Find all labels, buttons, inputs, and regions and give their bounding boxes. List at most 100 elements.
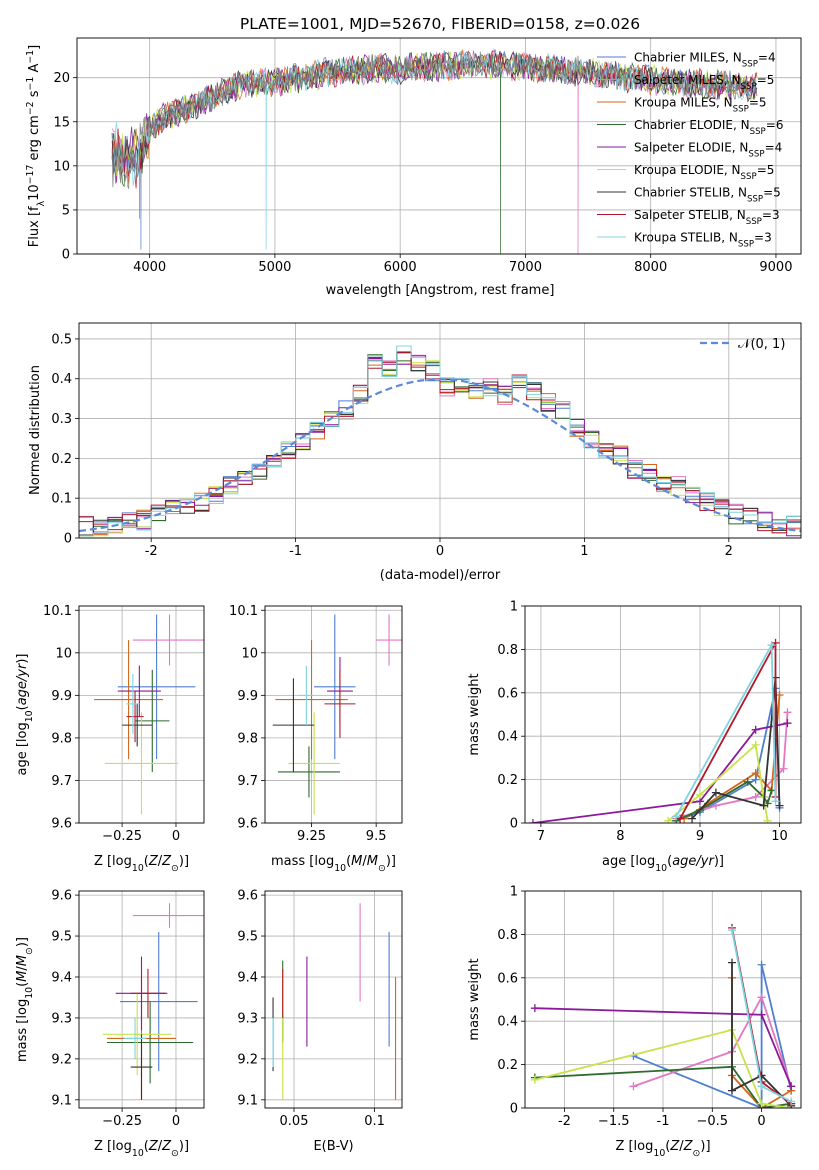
residual-panel: -2 -1 0 1 2 0 0.1 0.2 0.3 0.4 0.5 𝒩(0, 1) (data-mode… — [28, 322, 802, 583]
weight-line — [731, 962, 792, 1107]
weight-marker — [751, 740, 760, 749]
y-tick-label: 9.7 — [237, 774, 258, 789]
x-tick-label: 0.1 — [364, 1114, 385, 1129]
axes-frame — [264, 890, 403, 1109]
x-tick-label: −1.5 — [598, 1114, 630, 1129]
y-tick-label: 9.5 — [51, 930, 72, 945]
x-tick-label: -1 — [289, 544, 302, 559]
plot-area — [79, 345, 801, 537]
x-tick-label: 9.5 — [366, 829, 387, 844]
grid — [265, 891, 402, 1108]
y-tick-label: 0.4 — [497, 730, 518, 745]
y-tick-label: 0.2 — [497, 773, 518, 788]
x-tick-label: 10 — [771, 829, 788, 844]
x-axis-label: wavelength [Angstrom, rest frame] — [326, 283, 555, 298]
weight-marker — [688, 814, 697, 823]
y-tick-label: 9.1 — [51, 1093, 72, 1108]
weight-line — [667, 743, 769, 822]
y-tick-label: 1 — [510, 600, 518, 615]
x-tick-label: 9.25 — [297, 829, 326, 844]
y-tick-label: 9.7 — [51, 774, 72, 789]
y-tick-label: 9.9 — [51, 689, 72, 704]
x-axis-label: E(B-V) — [313, 1139, 353, 1154]
plot-area — [530, 923, 796, 1108]
weight-marker — [767, 641, 776, 650]
spectrum-legend: Chabrier MILES, NSSP=4 Salpeter MILES, NS… — [597, 51, 783, 250]
y-tick-label: 10 — [53, 159, 70, 174]
y-tick-label: 9.9 — [237, 689, 258, 704]
y-tick-label: 9.2 — [237, 1052, 258, 1067]
histogram-step-line — [79, 351, 801, 534]
y-tick-label: 9.3 — [51, 1011, 72, 1026]
age-vs-mass-panel: 9.25 9.5 9.6 9.7 9.8 9.9 10 10.1 mass [log10(M/M… — [229, 604, 403, 874]
weight-marker — [751, 792, 760, 801]
x-tick-label: 0 — [172, 829, 180, 844]
x-axis-label: mass [log10(M/M⊙)] — [271, 854, 396, 874]
model-spectrum-line — [111, 49, 758, 189]
weight-marker — [751, 725, 760, 734]
axes-frame — [524, 605, 802, 824]
x-tick-label: 6000 — [384, 260, 417, 275]
y-axis-label: mass [log10(M/M⊙)] — [15, 937, 35, 1062]
y-tick-label: 10 — [241, 646, 258, 661]
x-axis-label: age [log10(age/yr)] — [602, 854, 724, 874]
weight-marker — [728, 1086, 736, 1095]
weight-marker — [783, 719, 792, 728]
weight-marker — [763, 816, 772, 823]
age-vs-z-panel: −0.25 0 9.6 9.7 9.8 9.9 10 10.1 Z [log10(Z/Z⊙)] a… — [15, 604, 205, 874]
y-tick-label: 9.6 — [51, 889, 72, 904]
weight-line — [534, 1028, 792, 1108]
x-tick-label: 8 — [616, 829, 624, 844]
mass-vs-z-panel: −0.25 0 9.1 9.2 9.3 9.4 9.5 9.6 Z [log10(Z/Z⊙)] m… — [15, 889, 205, 1159]
weight-marker — [695, 790, 704, 799]
plot-area — [272, 903, 397, 1100]
weight-marker — [664, 816, 673, 823]
y-tick-label: 0.2 — [51, 452, 72, 467]
weight-marker — [771, 797, 780, 806]
y-tick-label: 0.6 — [497, 971, 518, 986]
weight-marker — [751, 769, 760, 778]
legend-label: Chabrier STELIB, NSSP=5 — [634, 186, 781, 205]
histogram-step-line — [79, 345, 801, 537]
weight-marker — [629, 1082, 638, 1091]
x-tick-label: 7000 — [509, 260, 542, 275]
weight-marker — [787, 1097, 796, 1106]
weight-marker — [743, 777, 752, 786]
axes-frame — [76, 37, 802, 255]
weight-marker — [779, 764, 788, 773]
plot-area — [102, 903, 204, 1100]
axes-frame — [78, 322, 802, 539]
mass-vs-ebv-panel: 0.05 0.1 9.1 9.2 9.3 9.4 9.5 9.6 E(B-V) — [237, 889, 403, 1154]
x-tick-label: 5000 — [258, 260, 291, 275]
x-tick-label: -1 — [657, 1114, 670, 1129]
observed-spectrum-line — [111, 50, 757, 190]
y-axis-label: age [log10(age/yr)] — [15, 653, 35, 775]
x-tick-label: 2 — [725, 544, 733, 559]
weight-marker — [757, 960, 766, 969]
y-tick-label: 0.8 — [497, 928, 518, 943]
plot-area — [111, 47, 758, 254]
legend-label: 𝒩(0, 1) — [738, 337, 785, 352]
x-tick-label: 4000 — [133, 260, 166, 275]
x-tick-label: -2 — [558, 1114, 571, 1129]
weight-marker — [711, 788, 720, 797]
y-tick-label: 0.5 — [51, 332, 72, 347]
x-tick-label: 8000 — [634, 260, 667, 275]
x-tick-label: 0 — [436, 544, 444, 559]
figure-title: PLATE=1001, MJD=52670, FIBERID=0158, z=0… — [240, 15, 640, 33]
plot-area — [94, 614, 204, 815]
axes-frame — [264, 605, 403, 824]
x-tick-label: 9 — [696, 829, 704, 844]
x-tick-label: −0.25 — [102, 829, 142, 844]
y-tick-label: 1 — [510, 885, 518, 900]
weight-marker — [757, 1082, 766, 1091]
y-axis-label: mass weight — [467, 958, 482, 1040]
y-tick-label: 9.6 — [51, 817, 72, 832]
y-axis-label: mass weight — [467, 673, 482, 755]
grid — [265, 606, 402, 824]
axes-frame — [78, 890, 205, 1109]
residual-legend: 𝒩(0, 1) — [700, 337, 785, 352]
legend-label: Salpeter STELIB, NSSP=3 — [634, 208, 780, 227]
legend-label: Chabrier ELODIE, NSSP=6 — [634, 118, 783, 137]
